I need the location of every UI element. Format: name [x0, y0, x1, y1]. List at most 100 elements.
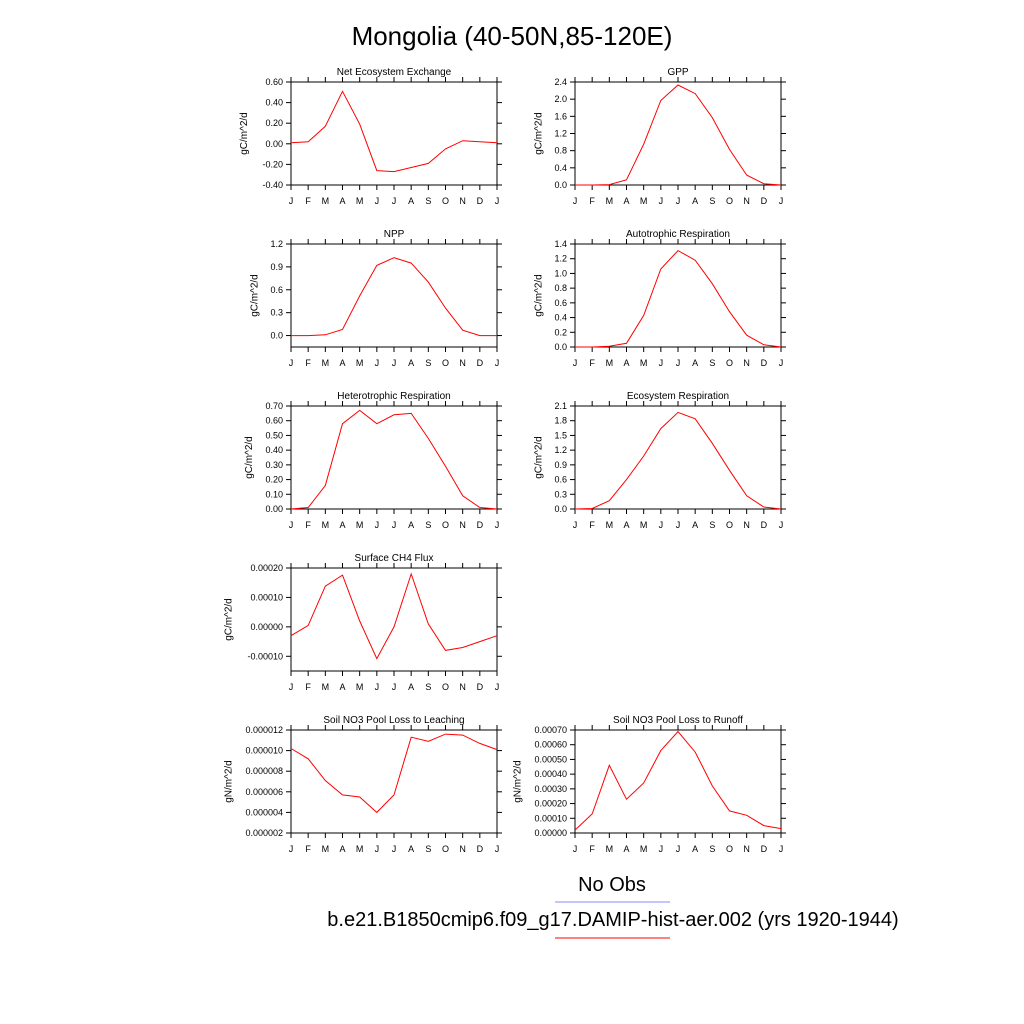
x-tick-label: S [709, 358, 715, 368]
x-tick-label: J [392, 196, 397, 206]
x-tick-label: O [442, 358, 449, 368]
y-tick-label: 0.00030 [534, 784, 567, 794]
x-tick-label: J [676, 196, 681, 206]
x-tick-label: O [442, 196, 449, 206]
x-tick-label: M [322, 196, 330, 206]
y-axis-label: gC/m^2/d [533, 436, 544, 479]
panel-title: Ecosystem Respiration [627, 391, 729, 402]
x-tick-label: J [375, 520, 380, 530]
x-tick-label: F [305, 520, 311, 530]
y-tick-label: 2.4 [554, 77, 567, 87]
y-tick-label: 1.2 [270, 239, 283, 249]
x-tick-label: J [289, 358, 294, 368]
y-axis-label: gC/m^2/d [239, 112, 250, 155]
x-tick-label: J [779, 520, 784, 530]
x-tick-label: D [761, 196, 768, 206]
x-tick-label: J [659, 196, 664, 206]
x-tick-label: A [408, 844, 414, 854]
y-tick-label: 0.4 [554, 163, 567, 173]
x-tick-label: A [408, 520, 414, 530]
y-tick-label: 1.2 [554, 445, 567, 455]
y-tick-label: 0.40 [265, 445, 283, 455]
x-tick-label: J [495, 844, 500, 854]
series-line [574, 730, 782, 831]
y-tick-label: 0.000008 [245, 766, 283, 776]
y-tick-label: 0.50 [265, 430, 283, 440]
x-tick-label: J [779, 844, 784, 854]
x-tick-label: A [623, 196, 629, 206]
x-tick-label: A [339, 844, 345, 854]
plot-frame [290, 405, 498, 510]
x-tick-label: J [676, 520, 681, 530]
panel-title: GPP [667, 67, 688, 78]
panel-soil-no3-pool-loss-to-leaching: Soil NO3 Pool Loss to Leaching 0.000002 0.… [223, 715, 502, 854]
x-tick-label: J [289, 520, 294, 530]
plot-frame [290, 81, 498, 186]
x-tick-label: J [392, 520, 397, 530]
x-tick-label: J [375, 844, 380, 854]
plot-frame [290, 567, 498, 672]
x-tick-label: M [356, 358, 364, 368]
x-tick-label: J [375, 196, 380, 206]
x-tick-label: O [442, 844, 449, 854]
x-tick-label: J [676, 358, 681, 368]
y-tick-label: 0.6 [270, 285, 283, 295]
y-tick-label: 0.70 [265, 401, 283, 411]
panel-title: Autotrophic Respiration [626, 229, 730, 240]
x-tick-label: J [375, 358, 380, 368]
x-tick-label: F [305, 358, 311, 368]
panel-heterotrophic-respiration: Heterotrophic Respiration 0.00 0.10 0.20 0.3… [244, 391, 502, 530]
x-tick-label: M [356, 196, 364, 206]
y-tick-label: 0.4 [554, 313, 567, 323]
x-tick-label: M [640, 520, 648, 530]
x-tick-label: N [743, 358, 750, 368]
plot-frame [574, 243, 782, 348]
y-axis-label: gN/m^2/d [513, 760, 524, 803]
x-tick-label: J [779, 196, 784, 206]
x-tick-label: F [305, 682, 311, 692]
x-tick-label: F [589, 520, 595, 530]
x-tick-label: D [761, 520, 768, 530]
y-tick-label: 0.3 [554, 489, 567, 499]
x-tick-label: F [305, 196, 311, 206]
x-tick-label: M [606, 844, 614, 854]
series-line [290, 409, 498, 510]
y-tick-label: 0.60 [265, 416, 283, 426]
x-tick-label: N [743, 844, 750, 854]
x-tick-label: D [477, 844, 484, 854]
y-axis-label: gC/m^2/d [533, 112, 544, 155]
x-tick-label: A [339, 196, 345, 206]
y-tick-label: 1.0 [554, 268, 567, 278]
y-tick-label: 0.00060 [534, 740, 567, 750]
x-tick-label: M [606, 358, 614, 368]
x-tick-label: J [495, 520, 500, 530]
y-tick-label: 0.00010 [250, 592, 283, 602]
x-tick-label: S [709, 520, 715, 530]
y-axis-label: gC/m^2/d [533, 274, 544, 317]
x-tick-label: M [640, 196, 648, 206]
x-tick-label: J [659, 844, 664, 854]
y-tick-label: 0.00000 [250, 622, 283, 632]
plot-frame [290, 729, 498, 834]
y-tick-label: 0.000004 [245, 807, 283, 817]
y-tick-label: 0.000002 [245, 828, 283, 838]
y-tick-label: 1.2 [554, 254, 567, 264]
x-tick-label: M [322, 682, 330, 692]
y-tick-label: 0.9 [270, 262, 283, 272]
x-tick-label: M [640, 844, 648, 854]
panel-ecosystem-respiration: Ecosystem Respiration 0.0 0.3 0.6 0.9 1.2 1.5 1… [533, 391, 786, 530]
x-tick-label: S [425, 196, 431, 206]
panel-title: Heterotrophic Respiration [337, 391, 450, 402]
legend-label-model: b.e21.B1850cmip6.f09_g17.DAMIP-hist-aer.… [327, 909, 898, 931]
y-tick-label: -0.20 [262, 159, 283, 169]
x-tick-label: S [425, 520, 431, 530]
figure-title: Mongolia (40-50N,85-120E) [352, 21, 673, 51]
y-tick-label: 0.00 [265, 504, 283, 514]
y-tick-label: 0.000006 [245, 787, 283, 797]
x-tick-label: S [425, 358, 431, 368]
y-tick-label: 0.00040 [534, 769, 567, 779]
x-tick-label: M [356, 682, 364, 692]
y-tick-label: 0.6 [554, 475, 567, 485]
x-tick-label: N [459, 520, 466, 530]
